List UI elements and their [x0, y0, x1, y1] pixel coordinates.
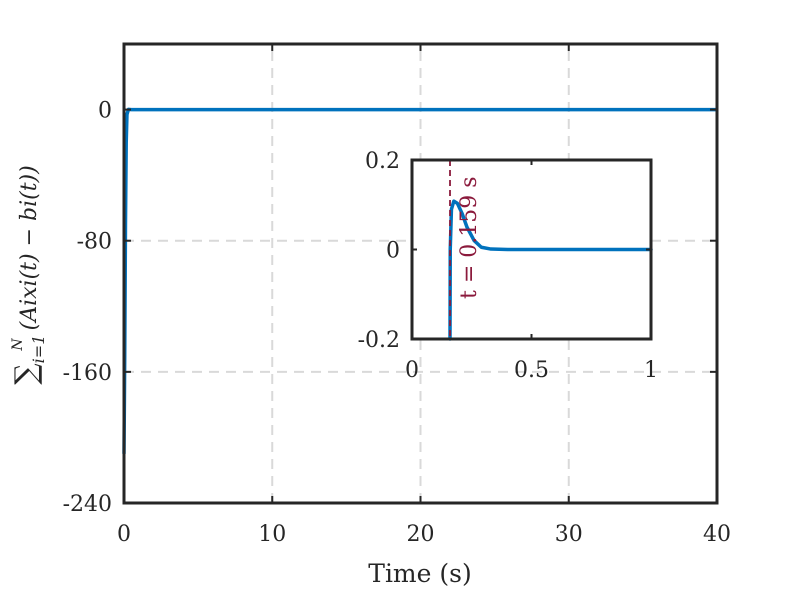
main-x-tick-label: 20	[407, 522, 435, 547]
main-y-tick-labels: 0 -80 -160 -240	[63, 99, 112, 517]
main-y-tick-label: -160	[63, 361, 112, 386]
inset-x-tick-labels: 0 0.5 1	[405, 358, 658, 383]
x-axis-title: Time (s)	[368, 559, 471, 588]
main-ticks	[123, 44, 718, 504]
main-x-tick-label: 10	[258, 522, 286, 547]
y-axis-sum-symbol: ∑	[9, 363, 44, 385]
inset-x-tick-label: 0.5	[514, 358, 549, 383]
inset-ticks	[411, 159, 652, 340]
main-y-tick-label: -240	[63, 492, 112, 517]
inset-series	[448, 199, 653, 341]
inset-x-tick-label: 1	[644, 358, 658, 383]
inset-annotation-label: t = 0.159 s	[457, 176, 482, 299]
main-x-tick-labels: 0 10 20 30 40	[117, 522, 731, 547]
inset-y-tick-label: -0.2	[358, 328, 400, 353]
main-y-tick-label: 0	[98, 99, 112, 124]
inset-y-tick-label: 0.2	[365, 149, 400, 174]
y-axis-sum-sub: i=1	[29, 335, 48, 364]
main-x-tick-label: 0	[117, 522, 131, 547]
y-axis-title: ∑i=1N (Aixi(t) − bi(t))	[9, 165, 48, 384]
svg-text:∑i=1N(Aixi(t) − bi(t)): ∑i=1N (Aixi(t) − bi(t))	[9, 165, 48, 384]
y-axis-sum-sup: N	[10, 338, 26, 352]
main-y-tick-label: -80	[77, 230, 112, 255]
inset-y-tick-label: 0	[386, 239, 400, 264]
y-axis-expression: (Aixi(t) − bi(t))	[17, 165, 42, 330]
main-x-tick-label: 30	[555, 522, 583, 547]
main-x-tick-label: 40	[703, 522, 731, 547]
inset-y-tick-labels: 0.2 0 -0.2	[358, 149, 400, 353]
inset-series-line	[448, 199, 653, 341]
inset-x-tick-label: 0	[405, 358, 419, 383]
